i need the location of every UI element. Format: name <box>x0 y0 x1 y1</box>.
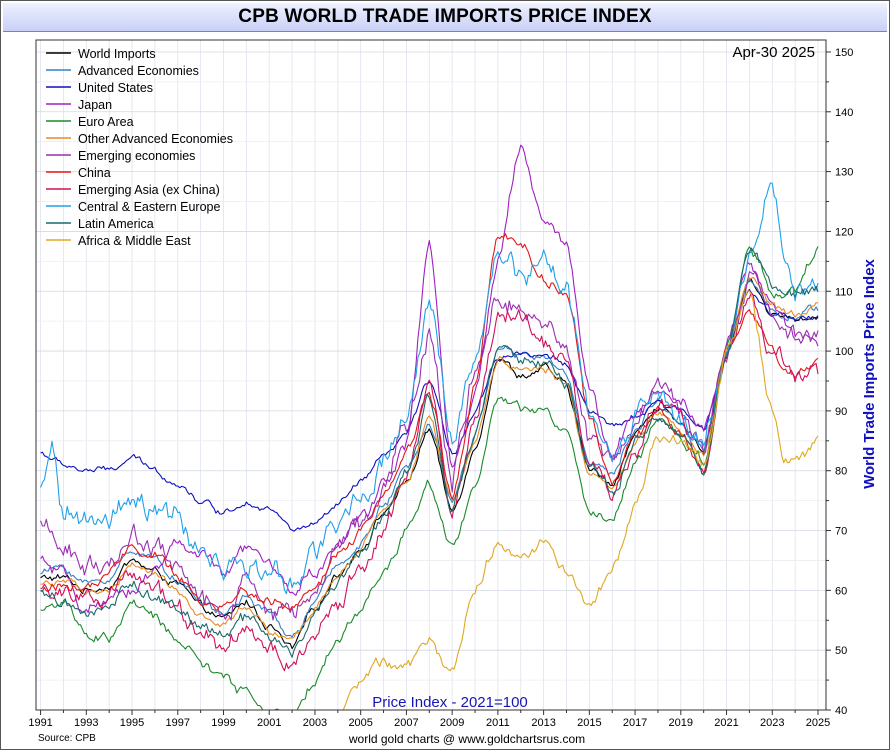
legend-label: Advanced Economies <box>78 64 199 78</box>
y-tick-label: 50 <box>835 645 847 657</box>
x-tick-label: 2007 <box>394 717 418 729</box>
series-line-united-states <box>40 288 819 532</box>
series-line-advanced-economies <box>40 279 819 638</box>
x-tick-label: 2015 <box>577 717 601 729</box>
x-tick-label: 2013 <box>531 717 555 729</box>
x-tick-label: 2003 <box>303 717 327 729</box>
legend-label: Latin America <box>78 217 154 231</box>
x-tick-label: 2017 <box>623 717 647 729</box>
legend-label: World Imports <box>78 47 156 61</box>
legend-label: Emerging Asia (ex China) <box>78 183 220 197</box>
series-line-other-advanced-economies <box>40 276 819 640</box>
legend-label: Central & Eastern Europe <box>78 200 220 214</box>
plot-area <box>36 40 826 710</box>
legend-label: China <box>78 166 111 180</box>
x-tick-label: 1991 <box>28 717 52 729</box>
y-tick-label: 130 <box>835 167 853 179</box>
date-label: Apr-30 2025 <box>732 44 815 61</box>
x-tick-label: 1993 <box>74 717 98 729</box>
series-line-emerging-economies <box>40 271 819 621</box>
axes: 40 50 60 70 80 90 100 110 120 130 140 150 1991 1993 19… <box>28 47 853 729</box>
x-tick-label: 2005 <box>348 717 372 729</box>
x-tick-label: 2023 <box>760 717 784 729</box>
y-tick-label: 150 <box>835 47 853 59</box>
price-index-note: Price Index - 2021=100 <box>372 694 528 711</box>
y-tick-label: 90 <box>835 406 847 418</box>
legend-label: Japan <box>78 98 112 112</box>
series-line-china <box>40 233 819 611</box>
y-tick-label: 40 <box>835 705 847 717</box>
series-line-euro-area <box>40 246 819 710</box>
series-line-africa-middle-east <box>342 290 819 710</box>
x-tick-label: 1997 <box>166 717 190 729</box>
legend-label: Africa & Middle East <box>78 234 191 248</box>
plot-border <box>35 39 827 711</box>
series-line-central-eastern-europe <box>40 182 819 595</box>
x-tick-label: 2011 <box>486 717 510 729</box>
legend: World Imports Advanced Economies United St… <box>46 47 233 248</box>
y-tick-label: 120 <box>835 226 853 238</box>
y-tick-label: 60 <box>835 585 847 597</box>
grid-lines <box>36 40 826 711</box>
legend-label: Emerging economies <box>78 149 195 163</box>
y-tick-label: 140 <box>835 107 853 119</box>
y-tick-label: 110 <box>835 286 853 298</box>
x-tick-label: 2009 <box>440 717 464 729</box>
source-label: Source: CPB <box>38 733 96 744</box>
x-tick-label: 1995 <box>120 717 144 729</box>
footer-credit: world gold charts @ www.goldchartsrus.co… <box>348 732 585 746</box>
x-tick-label: 2025 <box>806 717 830 729</box>
y-tick-label: 70 <box>835 526 847 538</box>
chart-title: CPB WORLD TRADE IMPORTS PRICE INDEX <box>238 6 652 27</box>
x-tick-label: 2021 <box>714 717 738 729</box>
x-tick-label: 2019 <box>669 717 693 729</box>
series-lines <box>40 144 819 710</box>
y-tick-label: 80 <box>835 466 847 478</box>
title-bar: CPB WORLD TRADE IMPORTS PRICE INDEX <box>3 3 887 32</box>
y-tick-label: 100 <box>835 346 853 358</box>
series-line-japan <box>40 144 819 614</box>
x-tick-label: 1999 <box>211 717 235 729</box>
series-line-latin-america <box>40 247 819 658</box>
legend-label: Euro Area <box>78 115 134 129</box>
legend-label: Other Advanced Economies <box>78 132 233 146</box>
x-tick-label: 2001 <box>257 717 281 729</box>
y-axis-title: World Trade Imports Price Index <box>861 258 878 488</box>
legend-label: United States <box>78 81 153 95</box>
